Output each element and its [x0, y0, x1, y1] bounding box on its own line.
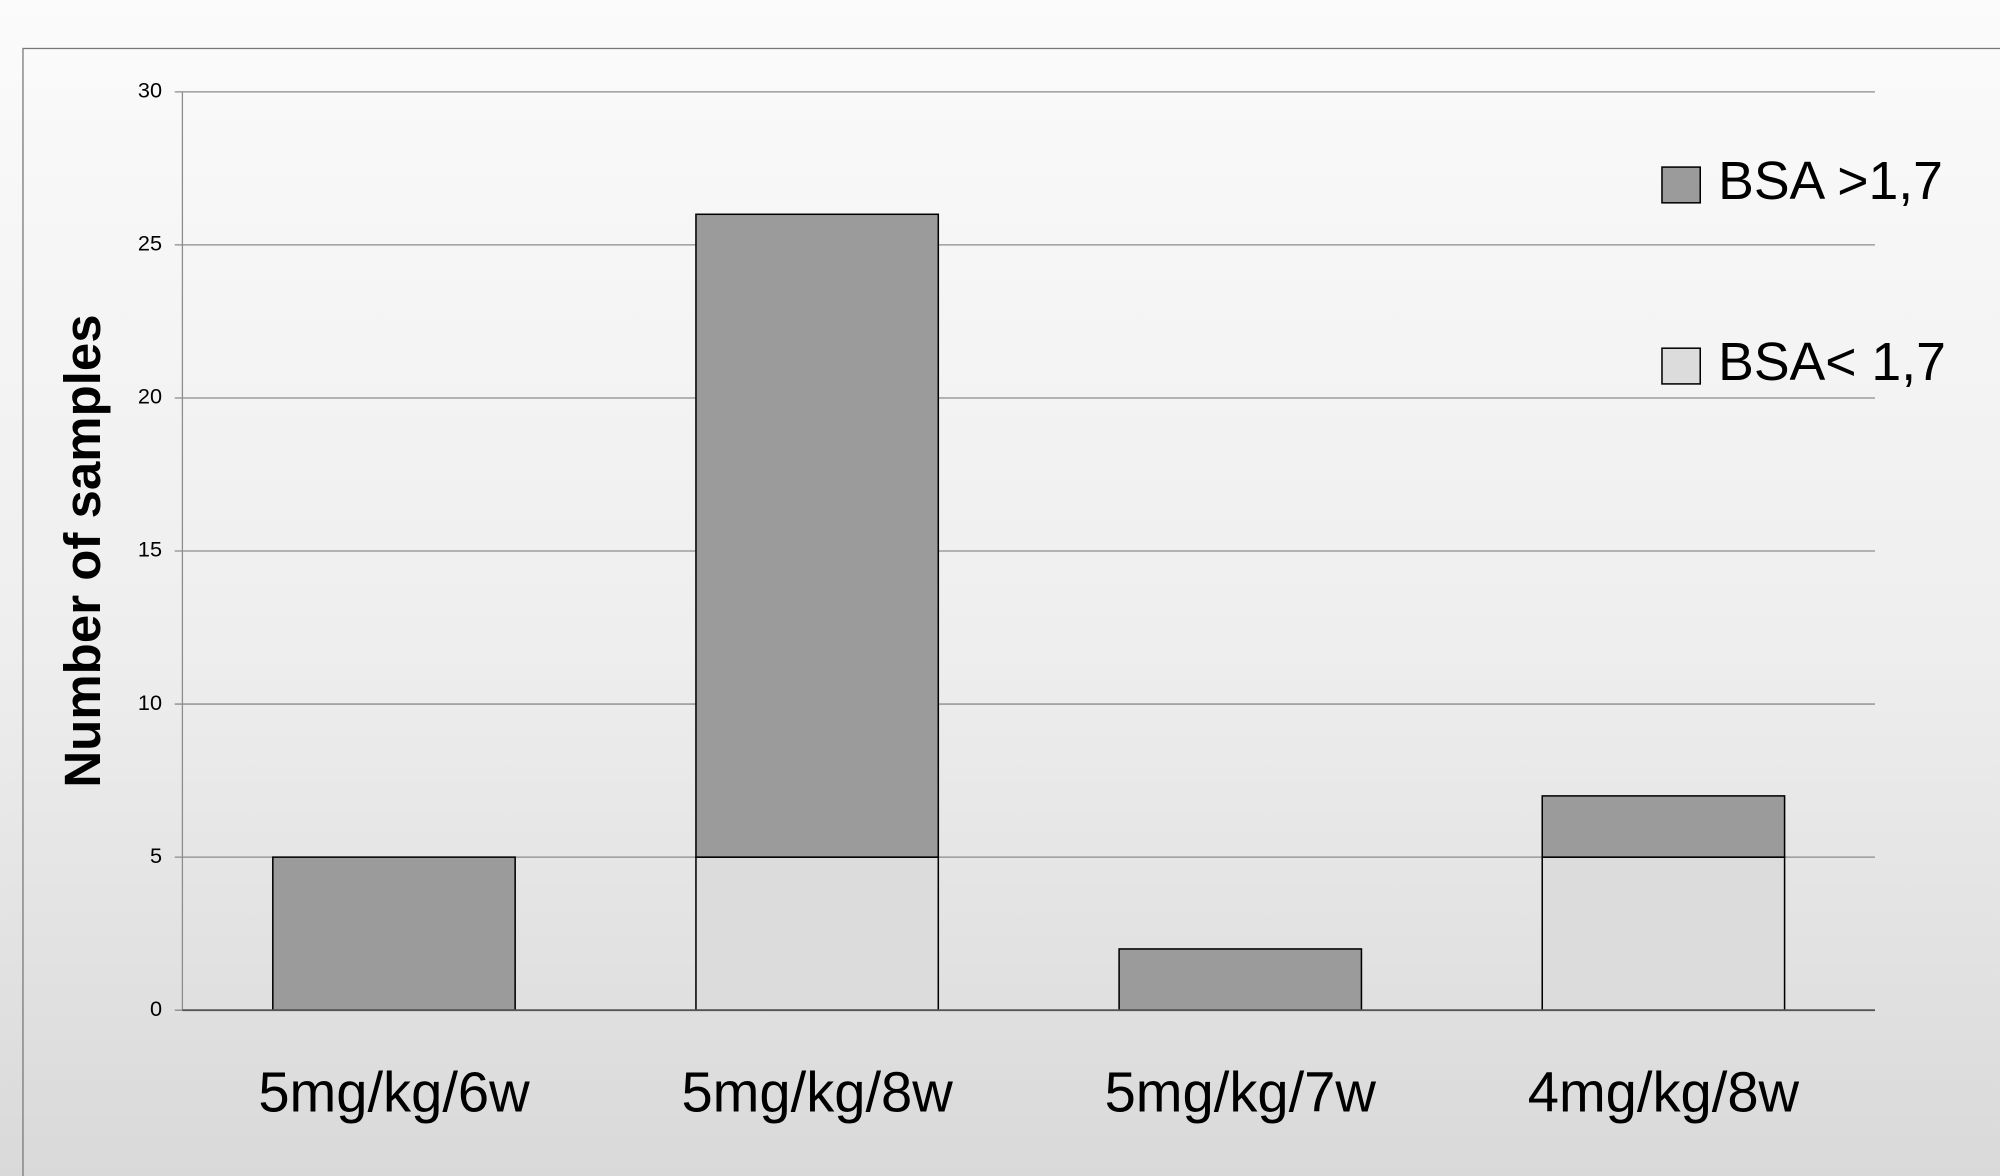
legend-label: BSA< 1,7: [1718, 333, 1946, 392]
legend-label: BSA >1,7: [1718, 152, 1943, 211]
legend-swatch: [1662, 167, 1700, 203]
y-tick-label: 30: [138, 78, 162, 103]
bar-segment: [273, 857, 515, 1010]
y-axis-title: Number of samples: [54, 314, 111, 787]
bar-segment: [1542, 857, 1784, 1010]
bar-segment: [696, 214, 938, 857]
x-tick-label: 5mg/kg/6w: [258, 1061, 530, 1124]
page: {"chart_data": {"type": "stacked-bar", "…: [0, 0, 2000, 1176]
x-tick-label: 5mg/kg/7w: [1105, 1061, 1377, 1124]
y-tick-label: 25: [138, 231, 162, 256]
bar-segment: [1119, 949, 1361, 1010]
y-tick-label: 15: [138, 537, 162, 562]
y-tick-label: 0: [150, 996, 162, 1021]
legend-swatch: [1662, 348, 1700, 384]
bar-segment: [1542, 796, 1784, 857]
bar-segment: [696, 857, 938, 1010]
y-tick-label: 5: [150, 843, 162, 868]
x-tick-label: 4mg/kg/8w: [1528, 1061, 1800, 1124]
x-tick-label: 5mg/kg/8w: [681, 1061, 953, 1124]
y-tick-label: 10: [138, 690, 162, 715]
chart: Number of samples 0 5 10 15 20 25 30 5mg/kg/6w 5…: [0, 0, 2000, 1176]
y-tick-label: 20: [138, 384, 162, 409]
